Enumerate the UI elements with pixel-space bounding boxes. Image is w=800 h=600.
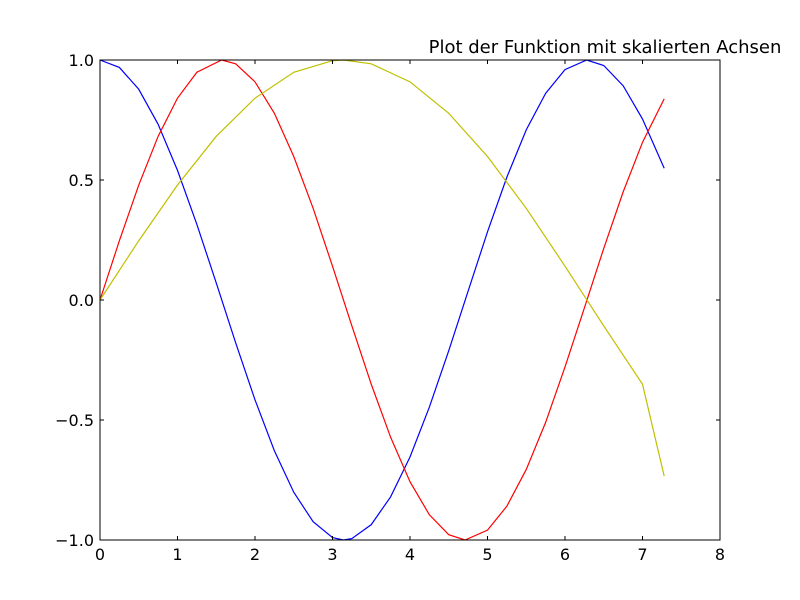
x-tick-label: 2 — [250, 545, 260, 564]
x-tick-label: 5 — [482, 545, 492, 564]
y-tick-label: 0.0 — [69, 291, 94, 310]
y-tick-label: −1.0 — [55, 531, 94, 550]
ticks-layer: 0 1 2 3 4 5 6 7 8 −1.0 −0.5 0.0 0.5 1.0 — [55, 51, 725, 564]
x-tick-label: 3 — [327, 545, 337, 564]
chart-title: Plot der Funktion mit skalierten Achsen — [429, 37, 782, 58]
y-tick-label: −0.5 — [55, 411, 94, 430]
x-tick-label: 8 — [715, 545, 725, 564]
y-tick-label: 1.0 — [69, 51, 94, 70]
x-tick-label: 0 — [95, 545, 105, 564]
series-line-1 — [99, 59, 665, 541]
x-tick-label: 1 — [172, 545, 182, 564]
x-tick-label: 6 — [560, 545, 570, 564]
y-tick-label: 0.5 — [69, 171, 94, 190]
series-line-2 — [99, 59, 665, 541]
plot-area — [100, 60, 720, 540]
x-tick-label: 4 — [405, 545, 415, 564]
x-tick-label: 7 — [637, 545, 647, 564]
series-line-3 — [99, 59, 665, 477]
series-layer — [99, 59, 665, 541]
